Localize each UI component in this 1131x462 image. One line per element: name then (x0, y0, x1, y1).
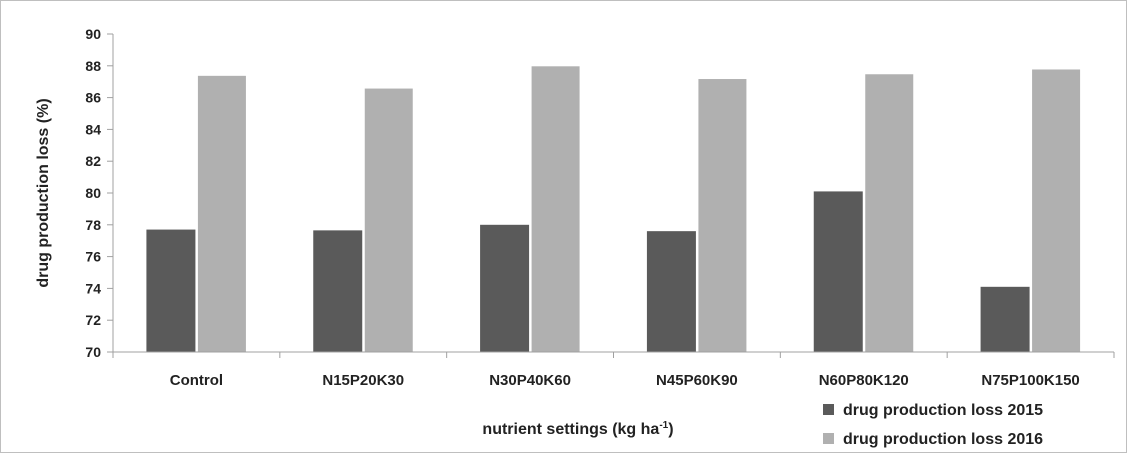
y-tick-label: 70 (85, 344, 101, 360)
x-tick-label: N60P80K120 (819, 372, 909, 389)
y-tick-label: 84 (85, 121, 101, 137)
legend: drug production loss 2015 drug production… (823, 402, 1043, 448)
bar-2016-n60p80k120 (864, 73, 915, 353)
bar-2015-n30p40k60 (480, 224, 530, 352)
bar-2016-n30p40k60 (530, 65, 581, 353)
x-tick-label: Control (170, 372, 223, 389)
x-tick-label: N30P40K60 (489, 372, 571, 389)
bars-group (146, 65, 1082, 353)
y-tick-label: 82 (85, 153, 101, 169)
bar-2016-n75p100k150 (1031, 68, 1082, 353)
y-tick-label: 80 (85, 185, 101, 201)
bar-2015-n45p60k90 (646, 231, 696, 352)
bar-2015-control (146, 229, 196, 352)
legend-swatch-1 (823, 404, 834, 415)
bar-2015-n15p20k30 (313, 230, 363, 352)
y-tick-label: 74 (85, 280, 101, 296)
bar-2015-n60p80k120 (813, 191, 863, 352)
x-axis-title-text: nutrient settings (kg ha (482, 421, 659, 438)
y-tick-label: 76 (85, 249, 101, 265)
legend-label-2: drug production loss 2016 (843, 431, 1043, 448)
y-tick-label: 72 (85, 312, 101, 328)
x-tick-label: N45P60K90 (656, 372, 738, 389)
legend-label-1: drug production loss 2015 (843, 402, 1043, 419)
x-axis-title-suffix: ) (668, 421, 673, 438)
bar-2015-n75p100k150 (980, 286, 1030, 352)
y-axis-title: drug production loss (%) (35, 98, 52, 287)
x-axis-title-sup: -1 (659, 420, 668, 431)
bar-2016-n15p20k30 (363, 87, 414, 353)
x-axis: Control N15P20K30 N30P40K60 N45P60K90 N60P80… (112, 351, 1115, 389)
x-tick-label: N15P20K30 (322, 372, 404, 389)
y-tick-label: 86 (85, 90, 101, 106)
y-axis: 70 72 74 76 78 80 82 84 86 88 90 (85, 26, 114, 360)
bar-2016-n45p60k90 (697, 78, 748, 353)
legend-swatch-2 (823, 433, 834, 444)
x-tick-label: N75P100K150 (981, 372, 1079, 389)
y-tick-label: 88 (85, 58, 101, 74)
x-axis-title: nutrient settings (kg ha-1) (482, 420, 673, 438)
bar-2016-control (196, 74, 247, 353)
y-tick-label: 78 (85, 217, 101, 233)
y-tick-label: 90 (85, 26, 101, 42)
